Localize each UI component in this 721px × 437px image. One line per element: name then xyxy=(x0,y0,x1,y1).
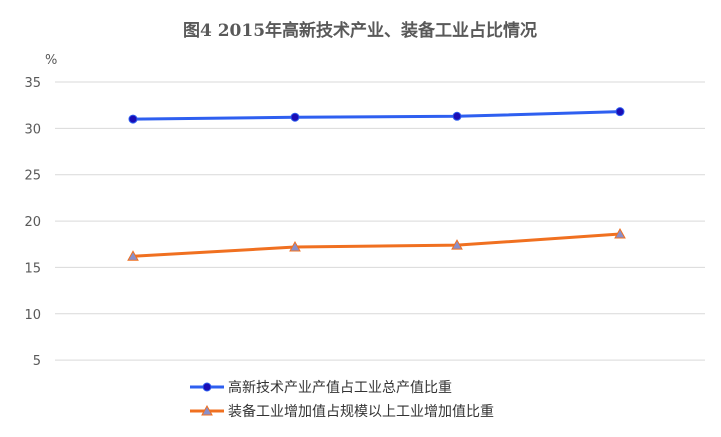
data-point xyxy=(451,239,463,250)
data-point xyxy=(290,112,300,122)
data-point xyxy=(614,228,626,239)
y-tick-label: 30 xyxy=(24,122,41,137)
series-line-1 xyxy=(132,110,621,121)
y-tick-label: 20 xyxy=(24,215,41,230)
chart-title: 图4 2015年高新技术产业、装备工业占比情况 xyxy=(183,20,537,41)
data-point xyxy=(127,250,139,261)
y-axis-unit: % xyxy=(45,53,57,68)
y-tick-label: 15 xyxy=(24,261,41,276)
data-point xyxy=(615,107,625,117)
series-line-2 xyxy=(132,232,621,258)
y-tick-label: 5 xyxy=(33,354,41,369)
gridlines xyxy=(55,81,705,361)
data-point xyxy=(289,241,301,252)
data-point xyxy=(452,111,462,121)
y-tick-label: 10 xyxy=(24,308,41,323)
series-group xyxy=(127,107,626,261)
y-tick-label: 35 xyxy=(24,76,41,91)
legend-label-2: 装备工业增加值占规模以上工业增加值比重 xyxy=(228,403,494,420)
legend-marker xyxy=(202,382,212,392)
data-point xyxy=(128,114,138,124)
legend-label-1: 高新技术产业产值占工业总产值比重 xyxy=(228,379,452,396)
y-axis-ticks: 5 10 15 20 25 30 35 xyxy=(24,76,41,369)
y-tick-label: 25 xyxy=(24,169,41,184)
legend-marker xyxy=(201,404,213,416)
